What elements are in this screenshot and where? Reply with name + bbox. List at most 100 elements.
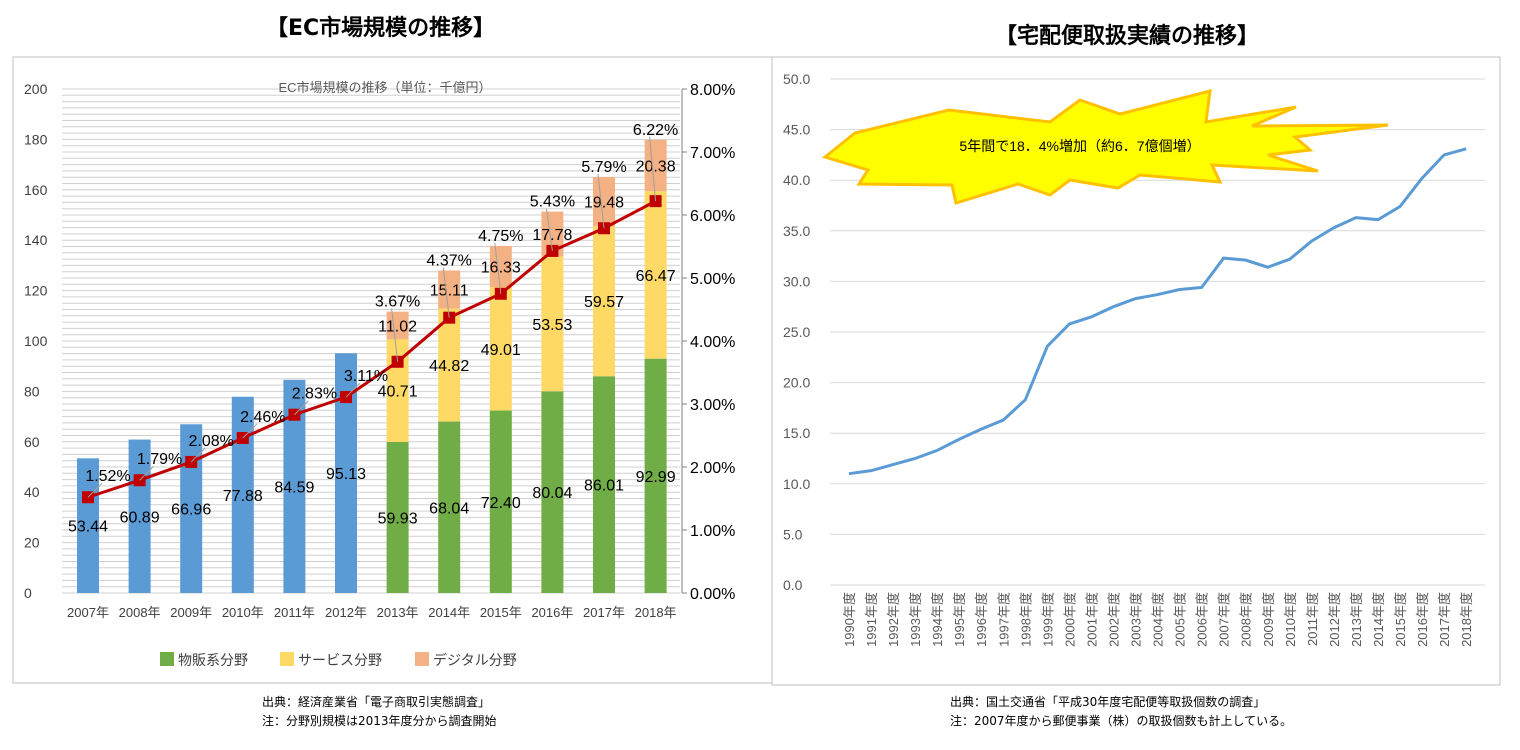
bar-total xyxy=(283,379,306,593)
ratio-label: 3.67% xyxy=(375,294,420,311)
y-tick-label: 5.0 xyxy=(783,526,803,542)
bar-segment xyxy=(593,376,615,593)
ratio-label: 2.46% xyxy=(240,409,285,426)
x-tick-label: 2015年度 xyxy=(1393,592,1408,647)
x-tick-label: 2017年度 xyxy=(1437,592,1452,647)
bar-segment xyxy=(438,421,461,593)
legend-swatch xyxy=(415,652,429,666)
ratio-label: 1.79% xyxy=(137,451,182,468)
bar-label: 11.02 xyxy=(378,319,417,336)
bar-label: 59.57 xyxy=(584,294,624,311)
label-leader xyxy=(545,208,553,251)
x-tick-label: 2005年度 xyxy=(1173,592,1188,647)
bar-segment xyxy=(386,441,409,593)
left-source: 出典：経済産業省「電子商取引実態調査」 xyxy=(262,695,491,709)
bar-label: 60.89 xyxy=(120,509,160,526)
bar-segment xyxy=(489,245,512,288)
bar-label: 16.33 xyxy=(481,259,521,276)
left-title: 【EC市場規模の推移】 xyxy=(266,16,496,41)
bar-label: 72.40 xyxy=(481,495,521,512)
bar-segment xyxy=(644,139,667,192)
label-leader xyxy=(345,382,361,398)
y-tick-label: 0.0 xyxy=(783,577,803,593)
label-leader xyxy=(87,482,103,498)
x-tick-label: 2008年 xyxy=(119,605,161,620)
y-tick-label: 40.0 xyxy=(783,172,810,188)
x-tick-label: 2009年度 xyxy=(1261,592,1276,647)
ratio-label: 5.79% xyxy=(581,159,626,176)
y-tick-label: 20.0 xyxy=(783,375,810,391)
parcel-line xyxy=(848,147,1467,476)
x-tick-label: 2012年 xyxy=(325,605,367,620)
bar-label: 68.04 xyxy=(429,500,469,517)
y-tick-label: 120 xyxy=(24,283,48,299)
bar-label: 84.59 xyxy=(274,479,314,496)
label-leader xyxy=(649,136,657,202)
y-tick-label: 50.0 xyxy=(783,71,810,87)
bar-label: 20.38 xyxy=(636,158,676,175)
x-tick-label: 2004年度 xyxy=(1151,592,1166,647)
bar-segment xyxy=(386,311,409,340)
x-tick-label: 2016年度 xyxy=(1415,592,1430,647)
label-leader xyxy=(391,308,399,362)
y-tick-label: 30.0 xyxy=(783,273,810,289)
y-tick-label: 160 xyxy=(24,182,48,198)
label-leader xyxy=(597,173,605,229)
legend-label: サービス分野 xyxy=(298,652,382,668)
left-chart-title: EC市場規模の推移（単位：千億円） xyxy=(278,80,491,95)
bar-label: 66.47 xyxy=(636,268,676,285)
bar-segment xyxy=(541,256,564,392)
y2-tick-label: 5.00% xyxy=(690,271,735,288)
y-tick-label: 200 xyxy=(24,81,48,97)
label-leader xyxy=(190,447,206,463)
y2-tick-label: 3.00% xyxy=(690,397,735,414)
label-leader xyxy=(494,242,502,294)
y2-tick-label: 4.00% xyxy=(690,334,735,351)
y2-tick-label: 0.00% xyxy=(690,586,735,603)
ratio-label: 5.43% xyxy=(530,194,575,211)
ratio-label: 3.11% xyxy=(344,368,388,385)
y2-tick-label: 7.00% xyxy=(690,145,735,162)
label-leader xyxy=(242,423,258,439)
x-tick-label: 1998年度 xyxy=(1018,592,1033,647)
bar-label: 17.78 xyxy=(532,227,572,244)
x-tick-label: 1990年度 xyxy=(842,592,857,647)
y-tick-label: 60 xyxy=(24,434,40,450)
y-tick-label: 10.0 xyxy=(783,476,810,492)
label-leader xyxy=(139,465,154,481)
x-tick-label: 2016年 xyxy=(531,605,573,620)
ratio-label: 6.22% xyxy=(633,122,678,139)
x-tick-label: 2007年 xyxy=(67,605,109,620)
x-tick-label: 1993年度 xyxy=(908,592,923,647)
bar-label: 77.88 xyxy=(223,488,263,505)
x-tick-label: 2010年度 xyxy=(1283,592,1298,647)
bar-label: 53.44 xyxy=(68,519,108,536)
bar-label: 92.99 xyxy=(636,469,676,486)
x-tick-label: 2014年度 xyxy=(1371,592,1386,647)
x-tick-label: 2011年 xyxy=(274,605,315,620)
x-tick-label: 1991年度 xyxy=(864,592,879,647)
y-tick-label: 180 xyxy=(24,131,48,147)
x-tick-label: 2010年 xyxy=(222,605,264,620)
x-tick-label: 2000年度 xyxy=(1062,592,1077,647)
bar-total xyxy=(231,396,254,593)
bar-label: 80.04 xyxy=(532,485,572,502)
legend-swatch xyxy=(160,652,174,666)
bar-label: 15.11 xyxy=(430,283,469,300)
y2-tick-label: 8.00% xyxy=(690,82,735,99)
bar-segment xyxy=(541,391,564,593)
bar-segment xyxy=(644,191,667,359)
y-tick-label: 40 xyxy=(24,484,40,500)
x-tick-label: 2013年度 xyxy=(1349,592,1364,647)
y-tick-label: 80 xyxy=(24,383,40,399)
x-tick-label: 1994年度 xyxy=(930,592,945,647)
x-tick-label: 2012年度 xyxy=(1327,592,1342,647)
bar-label: 19.48 xyxy=(584,195,624,212)
left-notes: 出典：経済産業省「電子商取引実態調査」 注：分野別規模は2013年度分から調査開… xyxy=(262,693,497,731)
x-tick-label: 2014年 xyxy=(428,605,470,620)
y-tick-label: 0 xyxy=(24,585,32,601)
y-tick-label: 25.0 xyxy=(783,324,810,340)
x-tick-label: 2002年度 xyxy=(1106,592,1121,647)
bar-label: 59.93 xyxy=(378,510,418,527)
